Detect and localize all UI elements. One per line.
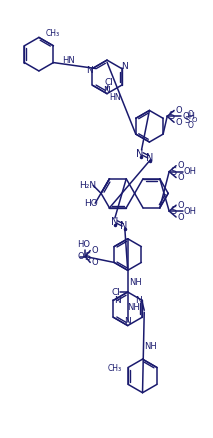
Text: S: S — [168, 111, 174, 121]
Text: O: O — [175, 118, 182, 127]
Text: O: O — [177, 212, 184, 222]
Text: Cl: Cl — [111, 287, 120, 297]
Text: O: O — [91, 258, 98, 267]
Text: N: N — [114, 296, 121, 305]
Text: Cl: Cl — [105, 78, 113, 87]
Text: N: N — [104, 86, 110, 95]
Text: O: O — [177, 173, 184, 182]
Text: S: S — [170, 206, 176, 216]
Text: CH₃: CH₃ — [46, 29, 60, 38]
Text: O: O — [188, 121, 194, 130]
Text: H₂N: H₂N — [79, 181, 96, 190]
Text: N: N — [111, 217, 119, 227]
Text: OH: OH — [184, 207, 197, 215]
Text: N: N — [124, 317, 131, 326]
Text: N: N — [136, 149, 143, 159]
Text: OH: OH — [182, 112, 195, 121]
Text: O: O — [188, 110, 194, 119]
Text: O: O — [77, 252, 84, 261]
Text: HO: HO — [84, 199, 98, 208]
Text: S: S — [184, 116, 190, 125]
Text: HN: HN — [109, 92, 121, 102]
Text: S: S — [170, 166, 176, 177]
Text: O: O — [175, 106, 182, 115]
Text: CH₃: CH₃ — [108, 364, 122, 373]
Text: O: O — [177, 201, 184, 210]
Text: HN: HN — [63, 56, 75, 65]
Text: S: S — [84, 251, 90, 261]
Text: N: N — [121, 62, 128, 71]
Text: O: O — [91, 246, 98, 255]
Text: N: N — [146, 153, 153, 163]
Text: OH: OH — [184, 167, 197, 176]
Text: HO: HO — [77, 240, 90, 249]
Text: O: O — [191, 117, 197, 124]
Text: N: N — [120, 221, 127, 231]
Text: NH: NH — [127, 304, 140, 312]
Text: N: N — [86, 66, 93, 75]
Text: N: N — [135, 296, 142, 305]
Text: NH: NH — [144, 342, 157, 351]
Text: O: O — [177, 161, 184, 170]
Text: NH: NH — [129, 278, 142, 286]
